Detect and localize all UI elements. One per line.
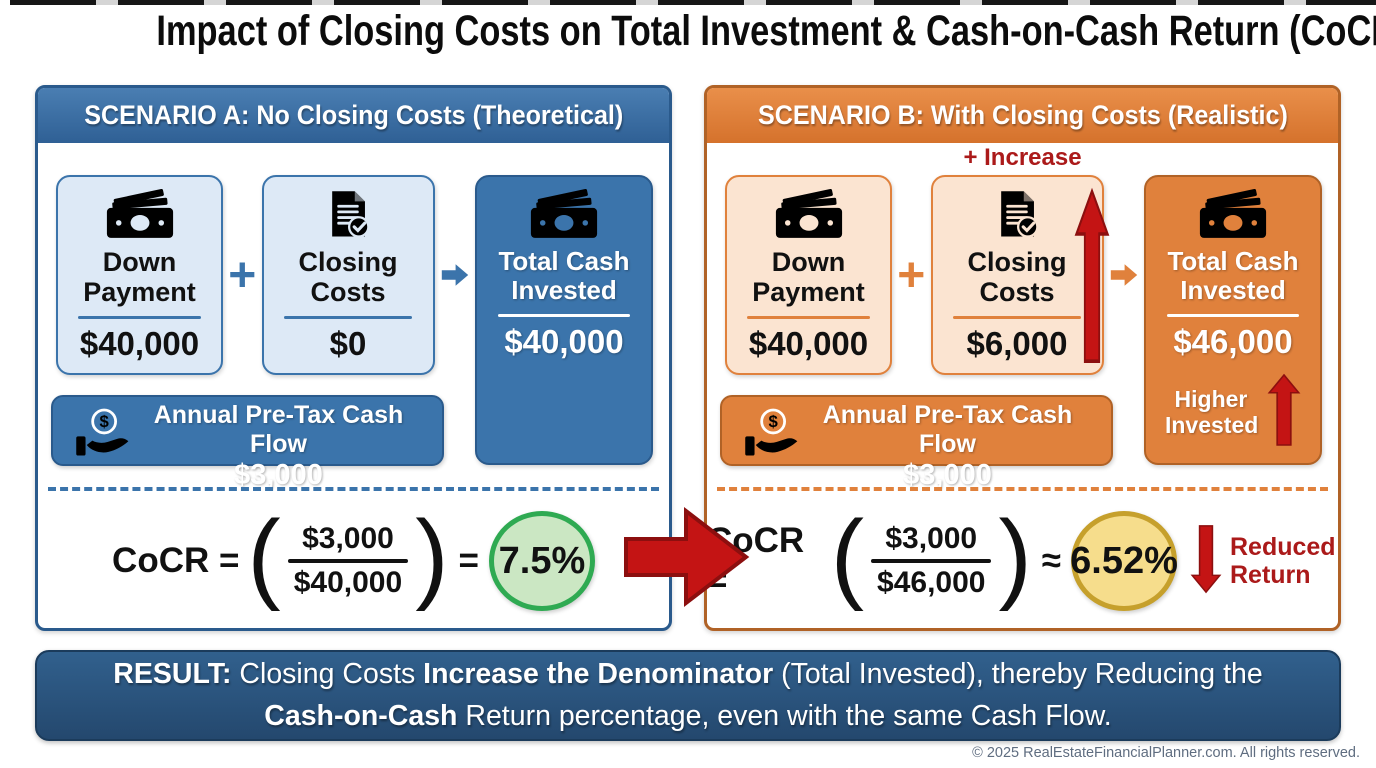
cash-icon bbox=[58, 187, 221, 243]
cash-flow-value: $3,000 bbox=[234, 459, 323, 491]
down-payment-value: $40,000 bbox=[748, 325, 869, 363]
scenario-a-header: SCENARIO A: No Closing Costs (Theoretica… bbox=[38, 88, 669, 143]
total-cash-card: Total Cash Invested $40,000 bbox=[474, 175, 653, 465]
total-cash-label: Total Cash Invested bbox=[498, 246, 630, 306]
cash-flow-value: $3,000 bbox=[903, 459, 992, 491]
closing-costs-card: Closing Costs $0 bbox=[261, 175, 435, 375]
arrow-up-icon bbox=[1074, 186, 1110, 366]
cash-flow-bar: Annual Pre-Tax Cash Flow $3,000 bbox=[51, 395, 444, 491]
fraction-denominator: $46,000 bbox=[877, 565, 986, 599]
cash-flow-label: Annual Pre-Tax Cash Flow bbox=[153, 401, 404, 458]
page-title-row: Impact of Closing Costs on Total Investm… bbox=[0, 7, 1376, 56]
fraction: $3,000 $40,000 bbox=[286, 522, 410, 600]
divider bbox=[283, 316, 413, 320]
formula-lhs: CoCR = bbox=[112, 541, 240, 580]
plus-icon: + bbox=[228, 248, 257, 302]
down-payment-label: Down Payment bbox=[752, 247, 865, 308]
fraction-denominator: $40,000 bbox=[293, 565, 403, 599]
higher-invested-note: Higher Invested bbox=[1146, 373, 1320, 452]
dashed-separator bbox=[717, 487, 1328, 491]
arrow-right-icon bbox=[440, 175, 470, 375]
fraction: $3,000 $46,000 bbox=[869, 522, 993, 600]
closing-costs-label: Closing Costs bbox=[967, 247, 1067, 308]
closing-costs-card: Closing Costs $6,000 bbox=[930, 175, 1104, 375]
formula-relation: ≈ bbox=[1041, 541, 1061, 580]
big-arrow-right-icon bbox=[622, 501, 750, 613]
scenario-b-boxes-row: Down Payment $40,000 + Closing Costs $6,… bbox=[725, 175, 1322, 465]
scenario-b-header: SCENARIO B: With Closing Costs (Realisti… bbox=[707, 88, 1338, 143]
cash-flow-text: Annual Pre-Tax Cash Flow $3,000 bbox=[792, 401, 1103, 492]
cocr-formula: CoCR = ( $3,000 $40,000 ) = 7.5% bbox=[38, 496, 669, 626]
top-crop-artifact bbox=[10, 0, 1376, 5]
result-line: Cash-on-Cash Return percentage, even wit… bbox=[264, 699, 1112, 732]
closing-costs-value: $6,000 bbox=[966, 325, 1068, 363]
cocr-formula: CoCR = ( $3,000 $46,000 ) ≈ 6.52% Reduce… bbox=[707, 496, 1338, 626]
document-check-icon bbox=[264, 187, 433, 243]
open-paren: ( bbox=[830, 500, 865, 612]
higher-invested-label: Higher Invested bbox=[1164, 386, 1259, 438]
down-payment-label: Down Payment bbox=[83, 247, 196, 308]
plus-icon: + bbox=[897, 248, 926, 302]
cash-icon bbox=[477, 187, 651, 243]
arrow-up-icon bbox=[1267, 373, 1301, 452]
fraction-numerator: $3,000 bbox=[302, 522, 394, 556]
closing-costs-label: Closing Costs bbox=[298, 247, 398, 308]
scenario-a-boxes-row: Down Payment $40,000 + Closing Costs $0 … bbox=[56, 175, 653, 465]
result-banner: RESULT: Closing Costs Increase the Denom… bbox=[35, 650, 1341, 741]
down-payment-value: $40,000 bbox=[79, 325, 200, 363]
divider bbox=[497, 314, 631, 318]
close-paren: ) bbox=[998, 500, 1032, 612]
open-paren: ( bbox=[247, 500, 281, 612]
cocr-result-badge: 7.5% bbox=[488, 511, 595, 611]
divider bbox=[952, 316, 1082, 320]
scenario-a-panel: SCENARIO A: No Closing Costs (Theoretica… bbox=[35, 85, 672, 631]
scenario-a-header-label: SCENARIO A: No Closing Costs (Theoretica… bbox=[84, 100, 623, 130]
arrow-right-icon bbox=[1109, 175, 1139, 375]
cash-icon bbox=[727, 187, 890, 243]
increase-note: + Increase bbox=[963, 144, 1082, 171]
scenario-b-header-label: SCENARIO B: With Closing Costs (Realisti… bbox=[757, 100, 1288, 130]
cash-icon bbox=[1146, 187, 1320, 243]
total-cash-card: Total Cash Invested $46,000 Higher Inves… bbox=[1143, 175, 1322, 465]
fraction-bar bbox=[287, 559, 409, 563]
reduced-return-label: Reduced Return bbox=[1230, 533, 1336, 589]
close-paren: ) bbox=[415, 500, 449, 612]
divider bbox=[77, 316, 202, 320]
reduced-return-note: Reduced Return bbox=[1190, 524, 1338, 599]
cash-flow-label: Annual Pre-Tax Cash Flow bbox=[822, 401, 1073, 458]
fraction-bar bbox=[871, 559, 992, 563]
scenario-b-panel: SCENARIO B: With Closing Costs (Realisti… bbox=[704, 85, 1341, 631]
cocr-result-badge: 6.52% bbox=[1070, 511, 1178, 611]
total-cash-value: $40,000 bbox=[504, 323, 624, 361]
cash-flow-bar: Annual Pre-Tax Cash Flow $3,000 bbox=[720, 395, 1113, 491]
closing-costs-value: $0 bbox=[329, 325, 367, 363]
fraction-numerator: $3,000 bbox=[885, 522, 978, 556]
total-cash-label: Total Cash Invested bbox=[1167, 246, 1299, 306]
dashed-separator bbox=[48, 487, 659, 491]
result-line: RESULT: Closing Costs Increase the Denom… bbox=[113, 658, 1263, 691]
divider bbox=[1166, 314, 1300, 318]
formula-relation: = bbox=[458, 541, 479, 580]
page-title: Impact of Closing Costs on Total Investm… bbox=[156, 7, 1376, 55]
cash-flow-text: Annual Pre-Tax Cash Flow $3,000 bbox=[123, 401, 434, 492]
copyright-text: © 2025 RealEstateFinancialPlanner.com. A… bbox=[972, 745, 1360, 761]
total-cash-value: $46,000 bbox=[1173, 323, 1293, 361]
down-payment-card: Down Payment $40,000 bbox=[725, 175, 892, 375]
divider bbox=[746, 316, 871, 320]
down-payment-card: Down Payment $40,000 bbox=[56, 175, 223, 375]
arrow-down-icon bbox=[1190, 524, 1222, 599]
